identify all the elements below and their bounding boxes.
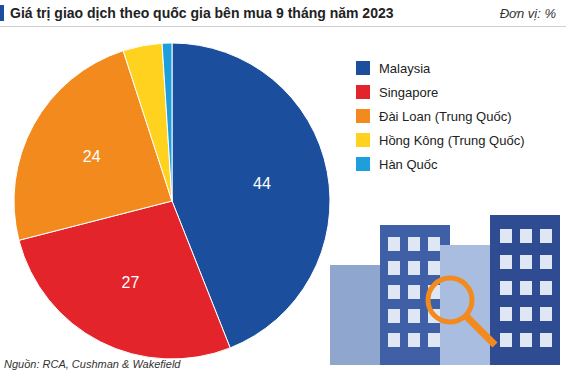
html-text:Giá trị giao dịch theo quốc gi: Giá trị giao dịch theo quốc gia bên mua … — [10, 5, 394, 21]
html-text:Malaysia: Malaysia — [379, 60, 431, 76]
svg-text:27: 27 — [121, 274, 139, 291]
html-text:Singapore: Singapore — [379, 84, 439, 100]
html-text:Nguồn: RCA, Cushman & Wakefiel: Nguồn: RCA, Cushman & Wakefield — [4, 358, 181, 370]
html-text:Đài Loan (Trung Quốc): Đài Loan (Trung Quốc) — [379, 108, 512, 124]
html-text:Hồng Kông (Trung Quốc): Hồng Kông (Trung Quốc) — [379, 132, 525, 148]
svg-text:44: 44 — [253, 175, 271, 192]
html-text:Đơn vị: %: Đơn vị: % — [499, 6, 556, 21]
html-text:Hàn Quốc: Hàn Quốc — [379, 156, 438, 172]
svg-text:24: 24 — [83, 148, 101, 165]
